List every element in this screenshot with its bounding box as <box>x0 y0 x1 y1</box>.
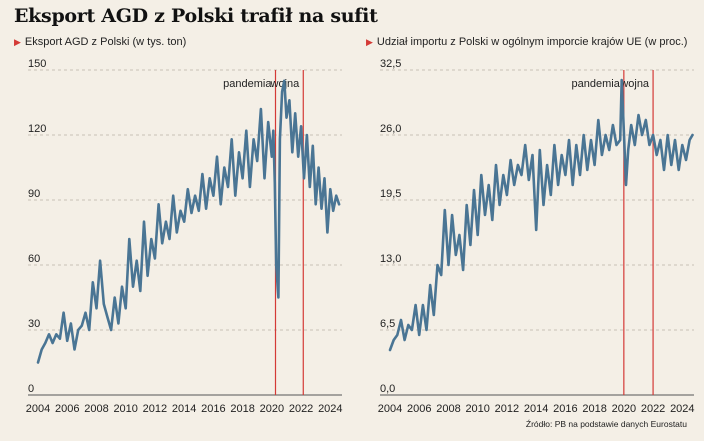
y-tick-label: 6,5 <box>380 318 395 330</box>
y-tick-label: 150 <box>28 58 46 70</box>
event-marker-label: pandemia <box>572 78 621 90</box>
y-tick-label: 30 <box>28 318 40 330</box>
x-tick-label: 2012 <box>495 403 519 415</box>
right-chart: 0,0 6,5 13,0 19,5 26,0 32,5 2004 2006 2008 2010 20… <box>378 58 695 415</box>
x-tick-label: 2010 <box>465 403 489 415</box>
x-tick-label: 2024 <box>670 403 694 415</box>
y-tick-label: 90 <box>28 188 40 200</box>
left-subtitle-text: Eksport AGD z Polski (w tys. ton) <box>24 36 187 48</box>
x-tick-label: 2016 <box>201 403 225 415</box>
chart-title: Eksport AGD z Polski trafił na sufit <box>14 5 378 27</box>
x-tick-label: 2008 <box>436 403 460 415</box>
x-tick-label: 2004 <box>26 403 50 415</box>
left-chart-subtitle: ▶ Eksport AGD z Polski (w tys. ton) <box>14 36 186 48</box>
x-tick-label: 2022 <box>641 403 665 415</box>
y-tick-label: 32,5 <box>380 58 401 70</box>
y-tick-label: 19,5 <box>380 188 401 200</box>
x-tick-label: 2024 <box>318 403 342 415</box>
x-tick-label: 2010 <box>113 403 137 415</box>
event-marker-label: wojna <box>619 78 650 90</box>
event-marker-label: pandemia <box>223 78 272 90</box>
y-tick-label: 60 <box>28 253 40 265</box>
x-tick-label: 2006 <box>407 403 431 415</box>
y-tick-label: 26,0 <box>380 123 401 135</box>
source-note: Źródło: PB na podstawie danych Eurostatu <box>525 419 687 429</box>
x-tick-label: 2018 <box>230 403 254 415</box>
x-tick-label: 2014 <box>524 403 548 415</box>
x-tick-label: 2004 <box>378 403 402 415</box>
x-tick-label: 2020 <box>260 403 284 415</box>
x-tick-label: 2014 <box>172 403 196 415</box>
triangle-marker-icon: ▶ <box>366 37 373 47</box>
triangle-marker-icon: ▶ <box>14 37 21 47</box>
y-tick-label: 0,0 <box>380 383 395 395</box>
left-chart: 0 30 60 90 120 150 2004 2006 2008 2010 2012 2014 201… <box>26 58 343 415</box>
x-tick-label: 2022 <box>289 403 313 415</box>
x-tick-label: 2016 <box>553 403 577 415</box>
data-series-line <box>36 79 341 364</box>
right-subtitle-text: Udział importu z Polski w ogólnym imporc… <box>376 36 688 48</box>
x-tick-label: 2020 <box>612 403 636 415</box>
x-tick-label: 2018 <box>582 403 606 415</box>
y-tick-label: 120 <box>28 123 46 135</box>
x-tick-label: 2012 <box>143 403 167 415</box>
x-tick-label: 2006 <box>55 403 79 415</box>
right-chart-subtitle: ▶ Udział importu z Polski w ogólnym impor… <box>366 36 687 48</box>
x-tick-label: 2008 <box>84 403 108 415</box>
y-tick-label: 0 <box>28 383 34 395</box>
y-tick-label: 13,0 <box>380 253 401 265</box>
data-series-line <box>388 78 694 352</box>
